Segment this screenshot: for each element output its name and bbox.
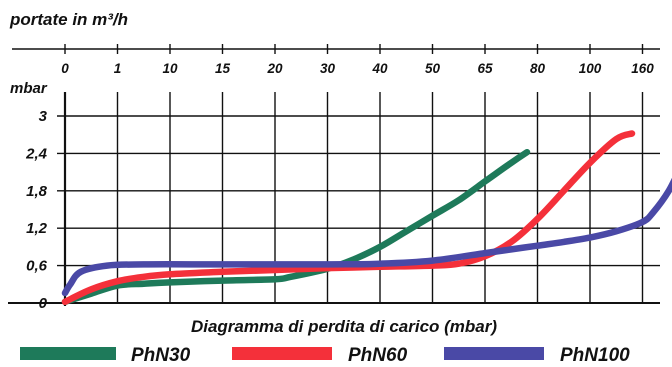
top-axis-tick-label: 15 bbox=[215, 61, 231, 76]
y-axis-tick-label: 1,8 bbox=[26, 183, 48, 200]
axis-labels: portate in m³/h0 1 10 15 20 30 40 50 65 80 100 160m… bbox=[9, 10, 654, 336]
legend-label-phn100: PhN100 bbox=[560, 345, 630, 366]
y-axis-title: mbar bbox=[10, 80, 48, 97]
top-axis-tick-label: 100 bbox=[579, 61, 602, 76]
grid-lines bbox=[57, 92, 660, 303]
legend-label-phn60: PhN60 bbox=[348, 345, 408, 366]
series-lines bbox=[61, 130, 672, 306]
top-axis-tick-label: 160 bbox=[631, 61, 654, 76]
top-axis-title: portate in m³/h bbox=[9, 10, 128, 29]
legend-swatch-phn60 bbox=[232, 347, 332, 360]
legend: PhN30 PhN60 PhN100 bbox=[20, 345, 630, 366]
top-axis-tick-label: 40 bbox=[371, 61, 388, 76]
axes bbox=[8, 44, 660, 306]
top-axis-tick-label: 10 bbox=[162, 61, 178, 76]
series-line-phn100 bbox=[61, 177, 672, 297]
top-axis-tick-label: 30 bbox=[320, 61, 336, 76]
y-axis-tick-label: 0,6 bbox=[26, 258, 48, 275]
y-axis-tick-label: 1,2 bbox=[26, 220, 48, 237]
top-axis-tick-label: 80 bbox=[530, 61, 546, 76]
legend-swatch-phn100 bbox=[444, 347, 544, 360]
legend-label-phn30: PhN30 bbox=[131, 345, 191, 366]
y-axis-tick-label: 3 bbox=[39, 108, 48, 125]
y-axis-tick-label: 2,4 bbox=[25, 145, 48, 162]
top-axis-tick-label: 50 bbox=[425, 61, 441, 76]
x-axis-title: Diagramma di perdita di carico (mbar) bbox=[191, 317, 497, 336]
top-axis-tick-label: 1 bbox=[114, 61, 122, 76]
top-axis-tick-label: 20 bbox=[266, 61, 283, 76]
top-axis-tick-label: 65 bbox=[477, 61, 493, 76]
legend-swatch-phn30 bbox=[20, 347, 116, 360]
series-line-phn60 bbox=[61, 130, 636, 306]
y-axis-tick-label: 0 bbox=[39, 295, 48, 312]
top-axis-tick-label: 0 bbox=[61, 61, 69, 76]
